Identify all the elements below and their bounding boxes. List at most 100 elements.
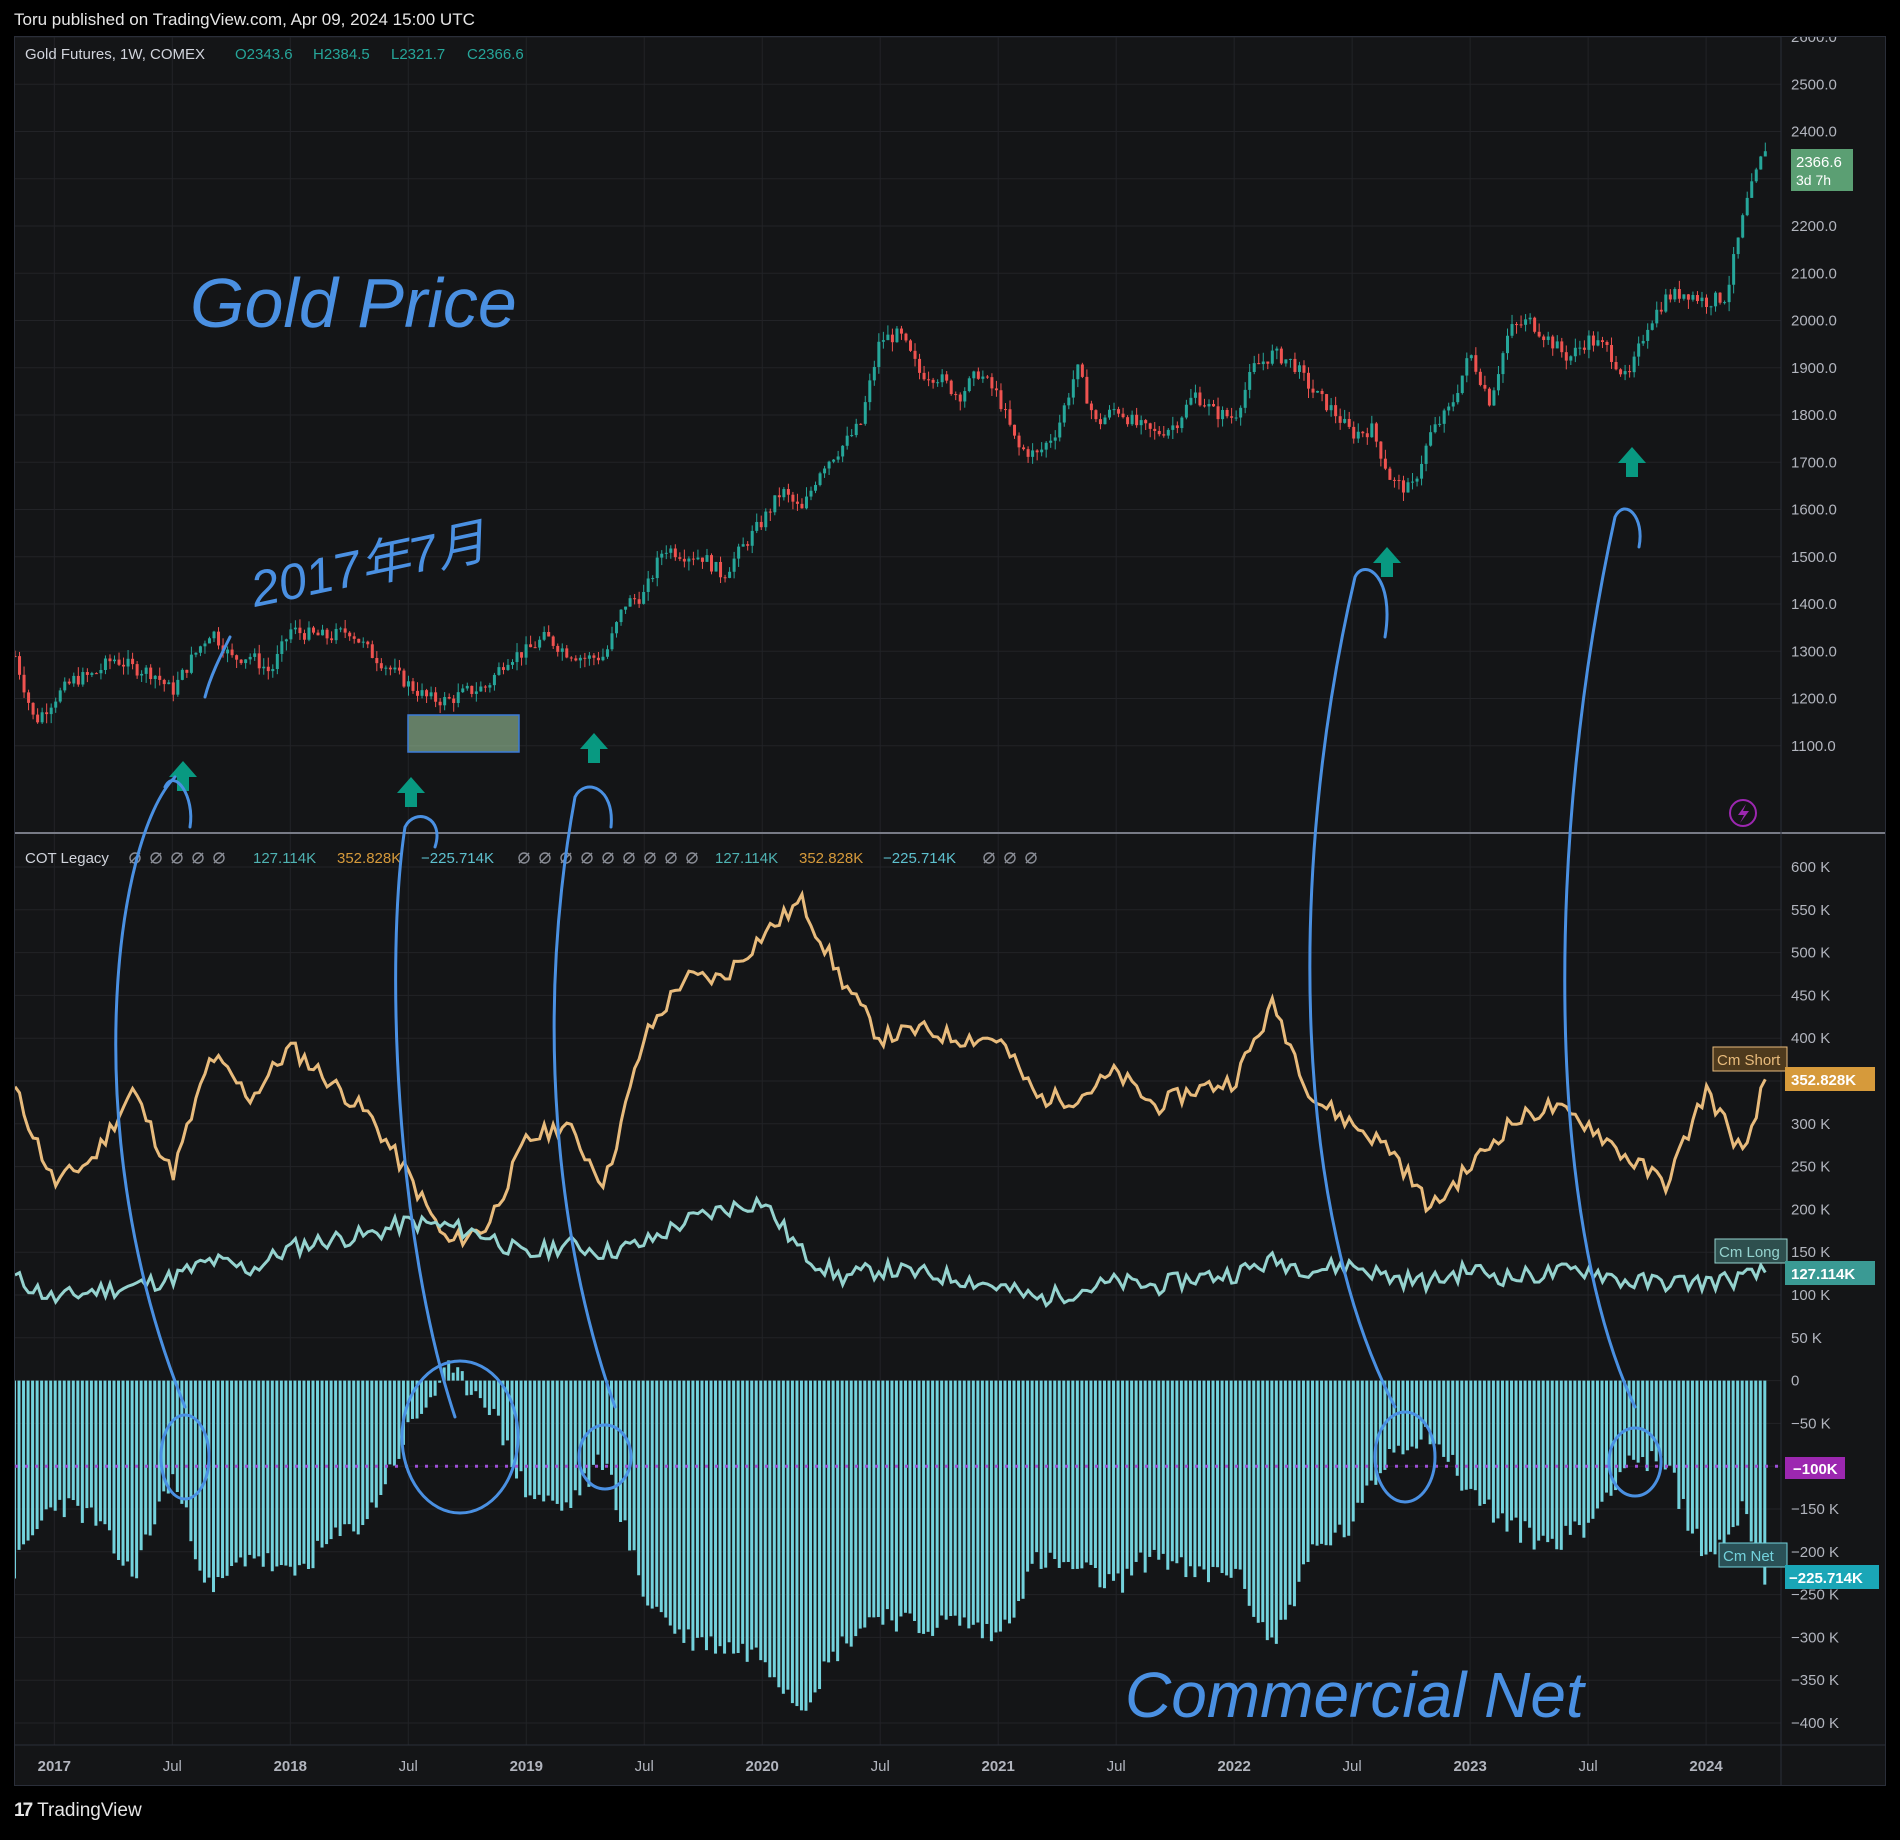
level-tag: −100K	[1785, 1457, 1845, 1479]
candle-body	[1732, 254, 1736, 285]
net-bar	[1261, 1380, 1265, 1623]
net-bar	[1030, 1380, 1034, 1564]
net-bar	[487, 1380, 491, 1416]
candle-body	[1578, 347, 1582, 349]
candle-body	[1564, 352, 1568, 361]
net-bar	[1080, 1380, 1084, 1569]
net-bar	[1722, 1380, 1726, 1544]
candle-body	[972, 371, 976, 379]
net-bar	[465, 1380, 469, 1396]
candle-body	[872, 366, 876, 381]
net-bar	[1197, 1380, 1201, 1567]
net-bar	[135, 1380, 139, 1579]
candle-body	[307, 627, 311, 640]
net-bar	[1736, 1380, 1740, 1526]
net-bar	[1609, 1380, 1613, 1496]
net-bar	[610, 1380, 614, 1475]
candle-body	[1202, 405, 1206, 407]
net-bar	[1026, 1380, 1030, 1572]
candle-body	[931, 379, 935, 383]
candle-body	[1424, 445, 1428, 464]
candle-body	[1071, 379, 1075, 398]
candle-body	[506, 664, 510, 670]
candle-body	[1406, 482, 1410, 493]
candle-body	[1691, 295, 1695, 300]
candle-body	[207, 638, 211, 644]
candle-body	[1750, 181, 1754, 198]
cm-net-label: Cm Net	[1723, 1548, 1775, 1565]
net-bar	[1641, 1380, 1645, 1458]
price-tick-label: 1100.0	[1791, 738, 1836, 755]
net-bar	[989, 1380, 993, 1642]
candle-body	[1062, 405, 1066, 423]
net-bar	[944, 1380, 948, 1620]
candle-body	[899, 328, 903, 334]
up-arrow-icon	[397, 777, 425, 807]
candle-body	[1261, 361, 1265, 365]
net-bar	[1659, 1380, 1663, 1456]
candle-body	[103, 658, 107, 670]
net-bar	[1401, 1380, 1405, 1455]
candle-body	[1610, 345, 1614, 362]
net-bar	[1369, 1380, 1373, 1481]
candle-body	[36, 714, 40, 723]
net-bar	[1428, 1380, 1432, 1445]
candle-body	[1234, 417, 1238, 419]
net-bar	[1387, 1380, 1391, 1450]
net-bar	[89, 1380, 93, 1508]
candle-body	[994, 388, 998, 391]
candle-body	[1501, 353, 1505, 375]
net-bar	[374, 1380, 378, 1508]
net-bar	[1053, 1380, 1057, 1560]
net-bar	[596, 1380, 600, 1455]
candle-body	[1284, 359, 1288, 364]
lightning-icon[interactable]	[1729, 799, 1757, 827]
candle-body	[425, 690, 429, 697]
ink-curve-2	[394, 815, 457, 1419]
candle-body	[1496, 374, 1500, 391]
candle-body	[1166, 429, 1170, 436]
net-bar	[754, 1380, 758, 1648]
net-bar	[1677, 1380, 1681, 1509]
candle-body	[1442, 410, 1446, 424]
net-bar	[1632, 1380, 1636, 1460]
candle-body	[1614, 361, 1618, 370]
candle-body	[1067, 397, 1071, 406]
net-bar	[1243, 1380, 1247, 1589]
candle-body	[682, 558, 686, 562]
candle-body	[587, 655, 591, 659]
net-bar	[709, 1380, 713, 1637]
candle-body	[1519, 324, 1523, 326]
candle-body	[1569, 356, 1573, 361]
candle-body	[1144, 420, 1148, 424]
candle-body	[67, 681, 71, 684]
net-bar	[1564, 1380, 1568, 1526]
candle-body	[90, 673, 94, 675]
candle-body	[524, 644, 528, 658]
candle-body	[791, 494, 795, 502]
candle-body	[1682, 294, 1686, 299]
net-bar	[691, 1380, 695, 1651]
net-bar	[863, 1380, 867, 1628]
net-bar	[1351, 1380, 1355, 1522]
candle-body	[1460, 375, 1464, 393]
candle-body	[628, 598, 632, 607]
candle-body	[144, 667, 148, 674]
chart-frame[interactable]: 1100.0 1200.0 1300.0 1400.0 1500.0 1600.0 1700…	[13, 29, 1886, 1786]
net-bar	[1500, 1380, 1504, 1514]
candle-body	[379, 663, 383, 669]
net-bar	[1419, 1380, 1423, 1440]
net-bar	[551, 1380, 555, 1501]
candle-body	[845, 435, 849, 446]
net-bar	[1740, 1380, 1744, 1502]
candle-body	[1320, 390, 1324, 395]
chart-canvas[interactable]: 1100.0 1200.0 1300.0 1400.0 1500.0 1600.0 1700…	[13, 29, 1885, 1785]
cot-tick-label: 550 K	[1791, 902, 1830, 919]
candle-body	[868, 380, 872, 403]
candle-body	[1709, 306, 1713, 308]
cot-legend-value-4: 127.114K	[715, 850, 778, 867]
net-bar	[1134, 1380, 1138, 1562]
candle-body	[1089, 403, 1093, 411]
net-bar	[1247, 1380, 1251, 1606]
ink-circle-5	[1607, 1426, 1663, 1498]
